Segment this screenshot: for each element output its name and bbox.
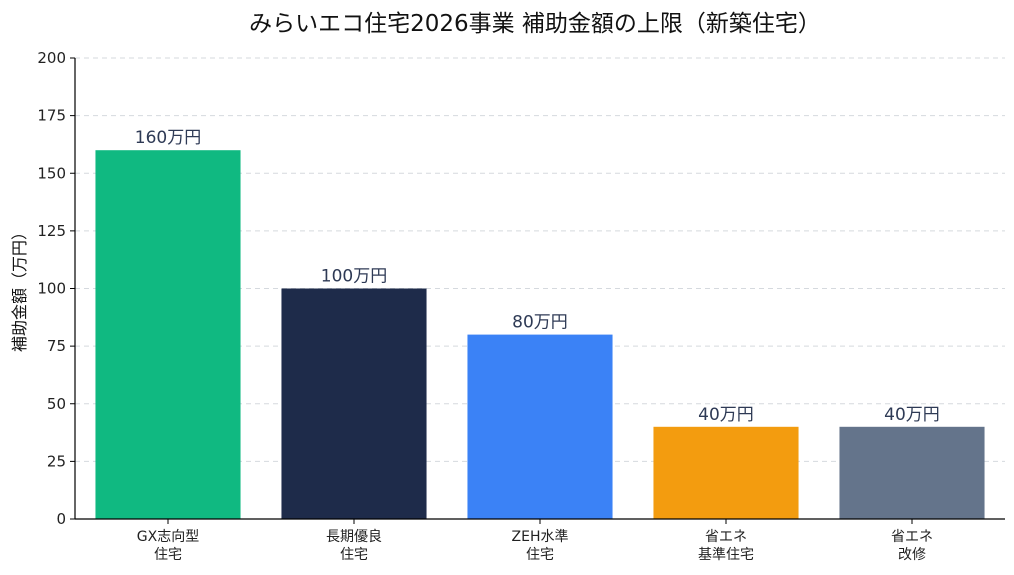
data-label: 80万円: [512, 313, 568, 333]
data-label: 40万円: [698, 405, 754, 425]
x-tick-label: ZEH水準: [512, 529, 569, 545]
axes: [70, 57, 1005, 524]
x-tick-label: 基準住宅: [698, 546, 754, 563]
y-tick-label: 175: [37, 107, 66, 125]
y-tick-label: 0: [56, 510, 66, 528]
bar: [467, 334, 613, 519]
y-tick-label: 75: [47, 337, 66, 355]
x-tick-label: 住宅: [526, 547, 554, 563]
y-tick-label: 150: [37, 164, 66, 182]
y-axis-label: 補助金額（万円）: [10, 224, 29, 352]
chart-title: みらいエコ住宅2026事業 補助金額の上限（新築住宅）: [249, 11, 821, 37]
y-tick-label: 50: [47, 395, 66, 413]
x-tick-label: 住宅: [340, 547, 368, 563]
x-tick-label: 住宅: [154, 547, 182, 563]
x-tick-label: GX志向型: [137, 529, 199, 545]
x-tick-label: 長期優良: [326, 529, 382, 545]
y-tick-labels: 0 25 50 75 100 125 150 175 200: [37, 49, 66, 528]
bar: [839, 426, 985, 519]
bar: [95, 150, 241, 519]
bars: [95, 150, 985, 519]
x-tick-label: 省エネ: [705, 529, 747, 545]
y-tick-label: 200: [37, 49, 66, 67]
x-tick-label: 省エネ: [891, 529, 933, 545]
y-tick-label: 125: [37, 222, 66, 240]
data-label: 100万円: [321, 267, 387, 287]
bar: [281, 288, 427, 519]
data-label: 160万円: [135, 128, 201, 148]
y-tick-label: 25: [47, 452, 66, 470]
data-label: 40万円: [884, 405, 940, 425]
data-labels: 160万円 100万円 80万円 40万円 40万円: [135, 128, 940, 425]
bar: [653, 426, 799, 519]
y-tick-label: 100: [37, 280, 66, 298]
x-tick-label: 改修: [898, 547, 926, 563]
